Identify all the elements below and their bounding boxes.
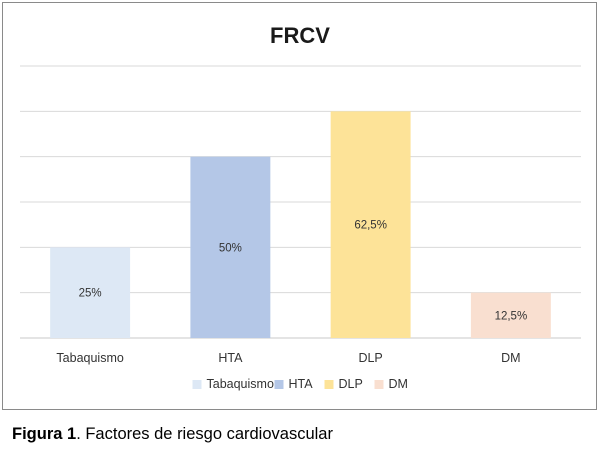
legend-label: DLP: [339, 377, 363, 391]
legend-swatch: [192, 380, 202, 389]
bar-dm: [470, 292, 551, 338]
x-tick-label: Tabaquismo: [56, 351, 123, 365]
legend-label: Tabaquismo: [207, 377, 274, 391]
x-tick-label: HTA: [218, 351, 243, 365]
data-labels: 25% 50% 62,5% 12,5%: [79, 220, 528, 323]
x-tick-label: DM: [501, 351, 520, 365]
legend-label: DM: [389, 377, 408, 391]
bar-hta: [190, 156, 271, 338]
legend-swatch: [374, 380, 384, 389]
legend-label: HTA: [289, 377, 314, 391]
data-label: 25%: [79, 288, 102, 300]
legend: Tabaquismo HTA DLP DM: [192, 377, 408, 391]
bar-dlp: [330, 111, 411, 338]
data-label: 50%: [219, 242, 242, 254]
data-label: 62,5%: [354, 220, 387, 232]
figure-caption: Figura 1. Factores de riesgo cardiovascu…: [12, 425, 333, 444]
caption-text: . Factores de riesgo cardiovascular: [76, 425, 333, 443]
chart-title: FRCV: [270, 23, 330, 48]
bar-tabaquismo: [50, 247, 131, 338]
chart-frame: FRCV 25% 50% 62,5% 12,5% Tabaquismo HTA DLP DM…: [2, 2, 597, 410]
bars: [50, 111, 551, 338]
data-label: 12,5%: [495, 310, 528, 322]
x-axis-labels: Tabaquismo HTA DLP DM: [56, 351, 520, 365]
caption-label: Figura 1: [12, 425, 77, 443]
x-tick-label: DLP: [358, 351, 382, 365]
legend-swatch: [324, 380, 334, 389]
bar-chart: FRCV 25% 50% 62,5% 12,5% Tabaquismo HTA DLP DM…: [20, 23, 581, 391]
legend-swatch: [274, 380, 284, 389]
